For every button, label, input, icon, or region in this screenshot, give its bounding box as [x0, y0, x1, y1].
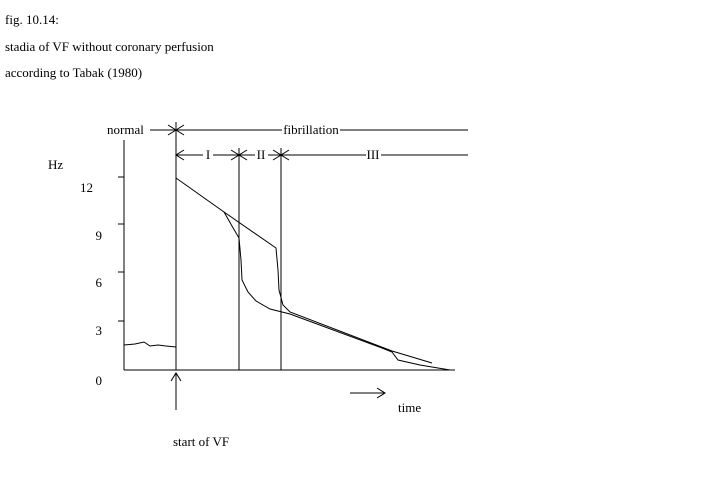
marker-label: start of VF	[173, 434, 229, 449]
stage-label: II	[257, 147, 266, 162]
phase-label: fibrillation	[283, 122, 339, 137]
y-tick-label: 12	[80, 180, 93, 195]
header-line: stadia of VF without coronary perfusion	[5, 39, 214, 54]
curves	[123, 177, 451, 371]
stage-label: I	[206, 147, 210, 162]
y-tick-label: 0	[96, 373, 103, 388]
header-line: according to Tabak (1980)	[5, 65, 142, 80]
time-arrow	[350, 387, 386, 399]
stage-label: III	[367, 147, 380, 162]
y-tick-label: 6	[96, 275, 103, 290]
y-tick-label: 9	[96, 228, 103, 243]
header-line: fig. 10.14:	[5, 12, 59, 27]
phase-lines	[150, 122, 468, 370]
axes	[118, 140, 455, 371]
y-axis-label: Hz	[48, 157, 63, 172]
start-arrow	[170, 372, 182, 410]
phase-label: normal	[107, 122, 144, 137]
y-tick-label: 3	[96, 323, 103, 338]
x-axis-label: time	[398, 400, 421, 415]
